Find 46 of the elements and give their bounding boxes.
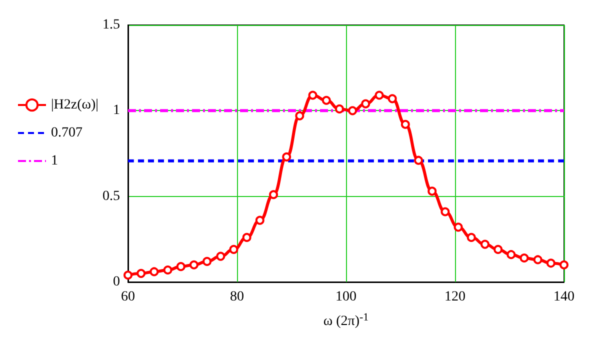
point	[150, 267, 159, 276]
point	[229, 244, 238, 254]
point	[242, 232, 252, 242]
y-tick-label: 0.5	[102, 188, 120, 204]
point	[334, 104, 344, 114]
point	[295, 111, 304, 120]
point	[546, 258, 556, 268]
x-tick-label: 60	[121, 290, 135, 304]
point	[308, 90, 318, 100]
point	[494, 244, 503, 254]
point	[163, 266, 172, 275]
x-tick-label: 100	[336, 290, 356, 304]
point	[506, 250, 516, 260]
point	[202, 256, 212, 266]
point	[176, 262, 186, 272]
point	[440, 207, 450, 216]
point	[466, 232, 476, 242]
y-tick-label: 1	[113, 103, 120, 118]
point	[361, 99, 370, 108]
point	[480, 240, 490, 249]
point	[400, 120, 410, 129]
point	[322, 96, 331, 105]
point	[124, 270, 132, 280]
point	[454, 222, 463, 232]
x-tick-label: 120	[444, 290, 466, 304]
point	[374, 90, 384, 100]
legend-label: |H2z(ω)|	[51, 98, 98, 112]
point	[189, 260, 198, 270]
legend-label: 0.707	[51, 126, 82, 140]
point	[282, 152, 292, 162]
point	[560, 260, 568, 270]
x-tick-label: 140	[554, 290, 574, 304]
point	[388, 94, 397, 104]
point	[255, 216, 264, 225]
point	[533, 255, 542, 264]
point	[520, 254, 529, 263]
y-tick-label: 1.5	[102, 18, 120, 32]
y-tick-label: 0	[113, 274, 120, 290]
legend-label: 1	[51, 154, 58, 168]
point	[269, 190, 278, 200]
point	[348, 106, 358, 116]
point	[428, 186, 437, 196]
point	[414, 156, 423, 165]
point	[136, 268, 146, 278]
x-tick-label: 80	[230, 290, 244, 304]
point	[216, 252, 226, 261]
